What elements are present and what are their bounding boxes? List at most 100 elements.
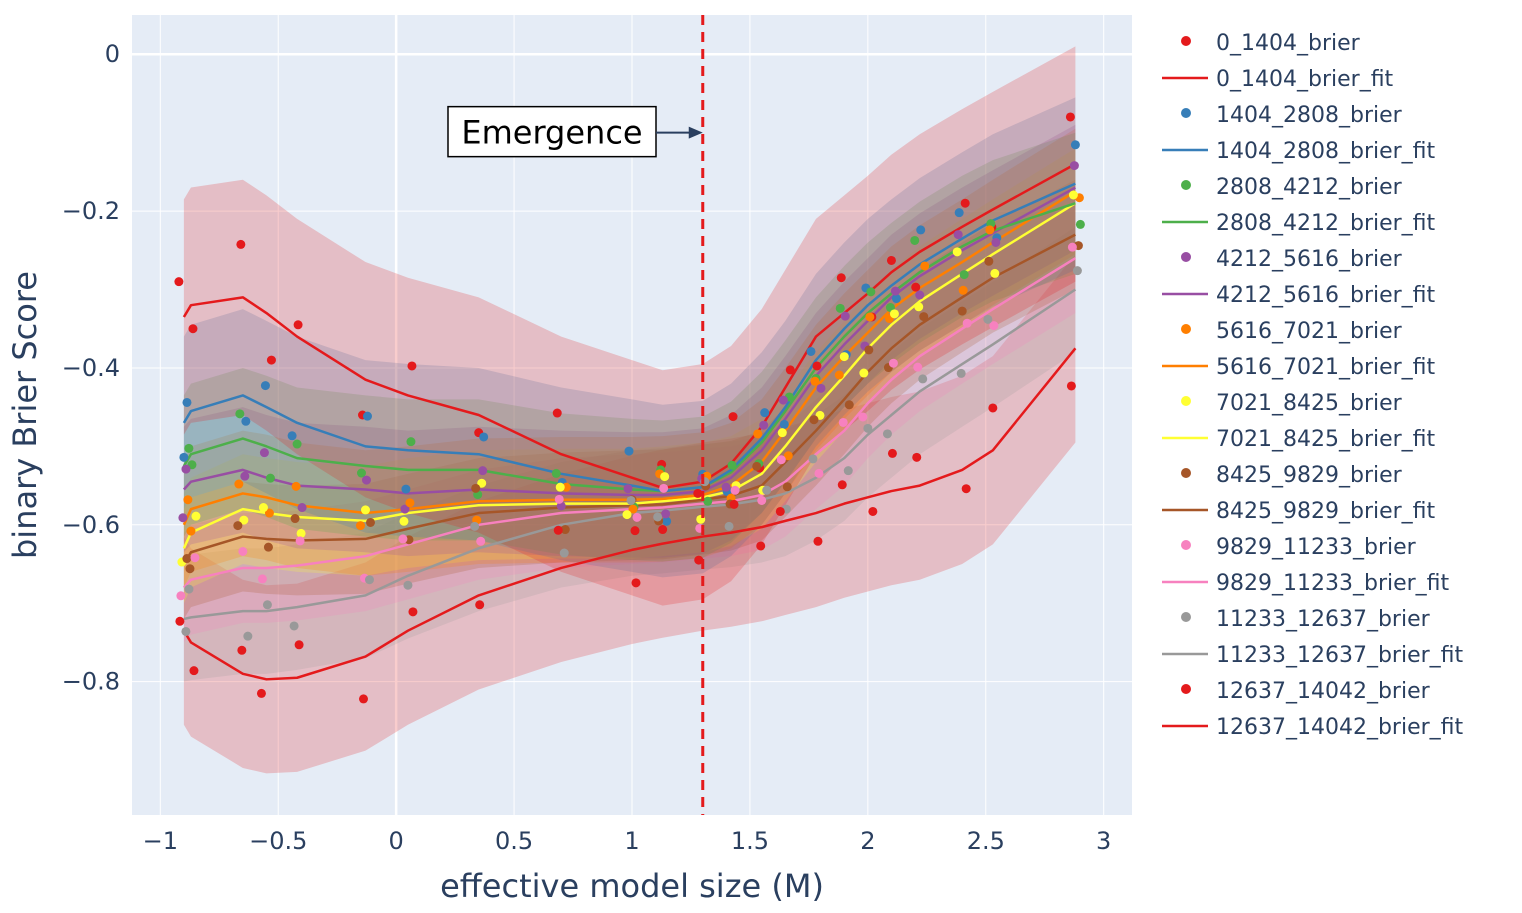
emergence-annotation: Emergence — [447, 105, 703, 158]
data-point — [260, 381, 270, 391]
data-point — [919, 312, 929, 322]
data-point — [479, 432, 489, 442]
data-point — [1070, 140, 1080, 150]
data-point — [405, 498, 415, 508]
data-point — [703, 496, 713, 506]
data-point — [258, 503, 268, 513]
data-point — [776, 455, 786, 465]
x-tick-label: −1 — [143, 827, 178, 855]
data-point — [890, 286, 900, 296]
data-point — [865, 312, 875, 322]
data-point — [911, 282, 921, 292]
data-point — [724, 521, 734, 531]
x-axis-ticks: −1 −0.5 0 0.5 1 1.5 2 2.5 3 — [143, 827, 1112, 855]
grid — [132, 15, 1132, 815]
data-point — [920, 261, 930, 271]
data-point — [759, 420, 769, 430]
data-point — [779, 419, 789, 429]
data-point — [916, 225, 926, 235]
data-point — [957, 306, 967, 316]
data-point — [989, 321, 999, 331]
data-point — [762, 485, 772, 495]
data-point — [838, 417, 848, 427]
data-point — [814, 468, 824, 478]
data-point — [289, 621, 299, 631]
y-tick-label: −0.6 — [62, 511, 120, 539]
data-point — [290, 514, 300, 524]
band-5616_7021_brier — [183, 128, 1076, 588]
data-point — [813, 536, 823, 546]
data-point — [912, 452, 922, 462]
data-point — [913, 362, 923, 372]
data-point — [810, 376, 820, 386]
data-point — [287, 431, 297, 441]
data-point — [241, 416, 251, 426]
x-tick-label: 0.5 — [495, 827, 533, 855]
data-point — [843, 466, 853, 476]
y-tick-label: 0 — [105, 40, 120, 68]
data-point — [265, 473, 275, 483]
data-point — [858, 412, 868, 422]
data-point — [233, 521, 243, 531]
data-point — [887, 448, 897, 458]
data-point — [661, 509, 671, 519]
legend-marker-8425_9829_brier — [1181, 468, 1191, 478]
legend-label-1404_2808_brier: 1404_2808_brier — [1216, 103, 1403, 128]
legend-label-11233_12637_brier_fit: 11233_12637_brier_fit — [1216, 643, 1464, 668]
legend[interactable]: 0_1404_brier 0_1404_brier_fit 1404_2808_br… — [1162, 31, 1464, 740]
data-point — [1072, 266, 1082, 276]
data-point — [403, 580, 413, 590]
data-point — [358, 694, 368, 704]
data-point — [264, 508, 274, 518]
data-point — [184, 443, 194, 453]
data-point — [984, 256, 994, 266]
legend-label-8425_9829_brier: 8425_9829_brier — [1216, 463, 1403, 488]
y-tick-label: −0.8 — [62, 668, 120, 696]
legend-label-9829_11233_brier: 9829_11233_brier — [1216, 535, 1417, 560]
data-point — [659, 483, 669, 493]
data-point — [551, 468, 561, 478]
data-point — [840, 311, 850, 321]
data-point — [778, 395, 788, 405]
fit-line-11233_12637_brier_fit — [183, 288, 1077, 621]
data-point — [914, 302, 924, 312]
x-tick-label: 2 — [860, 827, 875, 855]
data-point — [552, 408, 562, 418]
y-axis-title: binary Brier Score — [6, 271, 44, 559]
data-point — [185, 564, 195, 574]
data-point — [660, 472, 670, 482]
data-point — [729, 499, 739, 509]
legend-label-0_1404_brier_fit: 0_1404_brier_fit — [1216, 67, 1394, 92]
x-tick-label: 1 — [624, 827, 639, 855]
data-point — [959, 270, 969, 280]
data-point — [188, 324, 198, 334]
data-point — [816, 383, 826, 393]
data-point — [295, 536, 305, 546]
legend-label-4212_5616_brier_fit: 4212_5616_brier_fit — [1216, 283, 1436, 308]
data-point — [477, 478, 487, 488]
data-point — [292, 439, 302, 449]
legend-marker-5616_7021_brier — [1181, 324, 1191, 334]
data-point — [775, 506, 785, 516]
data-point — [808, 454, 818, 464]
data-point — [891, 294, 901, 304]
data-point — [297, 503, 307, 513]
data-point — [889, 309, 899, 319]
data-point — [266, 355, 276, 365]
x-tick-label: 1.5 — [731, 827, 769, 855]
data-point — [757, 495, 767, 505]
data-point — [478, 466, 488, 476]
data-point — [812, 361, 822, 371]
x-tick-label: −0.5 — [249, 827, 307, 855]
legend-label-0_1404_brier: 0_1404_brier — [1216, 31, 1361, 56]
data-point — [630, 526, 640, 536]
annotation-box — [447, 105, 657, 158]
data-point — [662, 516, 672, 526]
data-point — [471, 483, 481, 493]
data-point — [554, 494, 564, 504]
data-point — [263, 542, 273, 552]
band-2808_4212_brier — [183, 132, 1076, 562]
data-point — [408, 607, 418, 617]
data-point — [721, 482, 731, 492]
data-point — [237, 645, 247, 655]
